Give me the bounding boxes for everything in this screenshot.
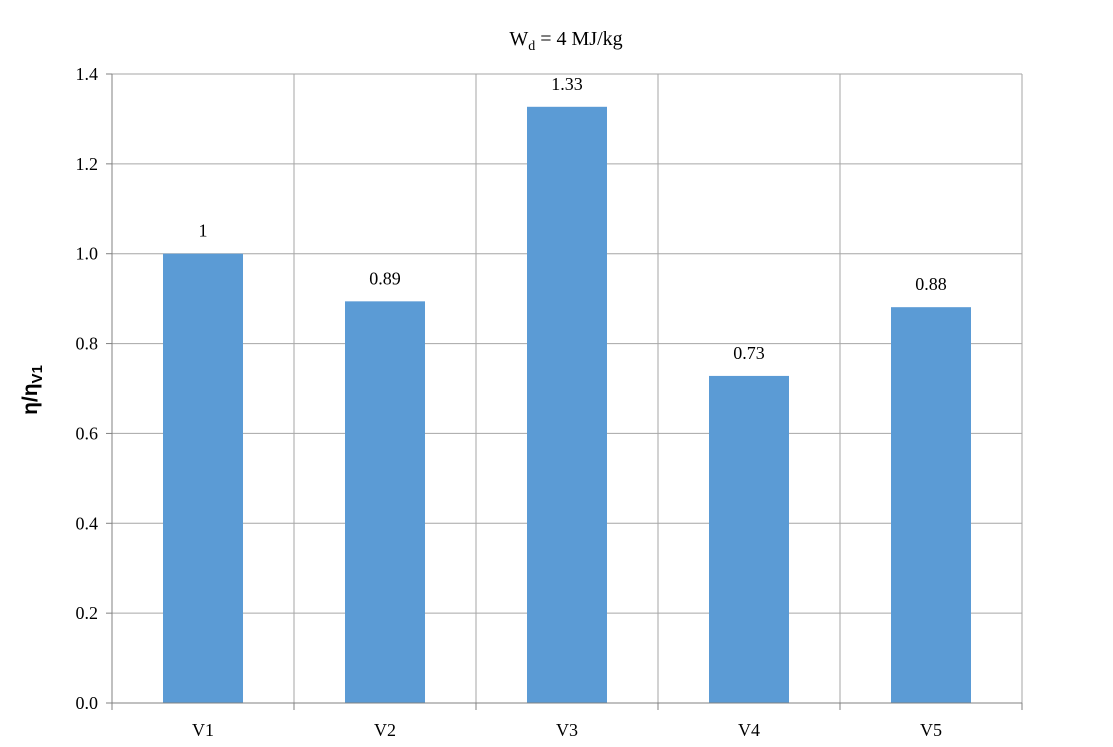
y-tick-label: 1.0 [76, 244, 99, 264]
bar-v1 [163, 253, 243, 703]
bar-v4 [709, 375, 789, 703]
bar-v5 [891, 307, 971, 703]
labels: 0.0 0.2 0.4 0.6 0.8 1.0 1.2 1.4 1 V1 0.89 V2 1.33 V3 0… [76, 64, 947, 740]
data-label: 0.89 [369, 268, 401, 288]
y-tick-label: 1.2 [76, 154, 99, 174]
x-tick-label: V1 [192, 720, 214, 740]
x-tick-label: V4 [738, 720, 760, 740]
bar-v3 [527, 106, 607, 704]
chart-title: Wd = 4 MJ/kg [509, 28, 622, 54]
data-label: 0.88 [915, 274, 947, 294]
y-tick-label: 0.0 [76, 693, 99, 713]
y-tick-label: 1.4 [76, 64, 99, 84]
data-label: 1 [199, 221, 208, 241]
axes [106, 73, 1023, 710]
x-tick-label: V2 [374, 720, 396, 740]
x-tick-label: V5 [920, 720, 942, 740]
y-axis-label: η/ηV1 [19, 365, 46, 415]
y-tick-label: 0.4 [76, 513, 99, 533]
bars [163, 106, 971, 704]
bar-v2 [345, 301, 425, 703]
y-tick-label: 0.8 [76, 334, 99, 354]
y-tick-label: 0.6 [76, 423, 99, 443]
data-label: 1.33 [551, 74, 583, 94]
x-tick-label: V3 [556, 720, 578, 740]
y-tick-label: 0.2 [76, 603, 99, 623]
data-label: 0.73 [733, 343, 765, 363]
